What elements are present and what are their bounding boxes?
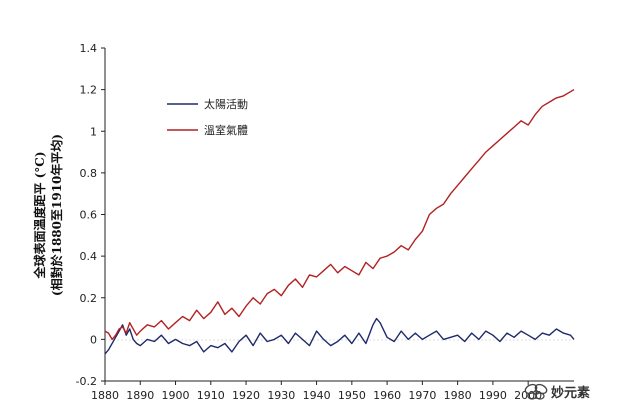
series-layer [104,88,575,355]
plot-area [104,48,574,382]
watermark-text: 妙元素 [551,385,590,401]
y-tick-label: -0.2 [76,375,97,388]
x-tick-label: 1930 [267,389,295,402]
y-tick-label: 1.2 [80,84,98,97]
y-axis-title-line1: 全球表面溫度距平 (°C) [32,151,47,279]
y-tick-label: 0.4 [80,250,98,263]
legend: 太陽活動 溫室氣體 [167,97,248,137]
y-axis-title-line2: (相對於1880至1910年平均) [49,134,64,296]
watermark: 妙元素 [524,383,590,401]
x-tick-label: 1950 [338,389,366,402]
x-tick-label: 1910 [197,389,225,402]
y-tick-label: 1.4 [80,42,98,55]
x-tick-label: 1940 [303,389,331,402]
series-line-ghg [104,88,575,341]
x-tick-label: 1970 [408,389,436,402]
y-tick-label: 0.6 [80,209,98,222]
x-tick-label: 1990 [479,389,507,402]
y-axis-title: 全球表面溫度距平 (°C) (相對於1880至1910年平均) [32,134,64,296]
x-tick-label: 1980 [444,389,472,402]
ticks-layer: -0.2 0 0.2 0.4 0.6 0.8 1 1.2 1.4 1880 1890 1900 1910… [76,42,543,402]
series-line-solar [104,317,575,355]
x-tick-label: 1890 [126,389,154,402]
x-tick-label: 1900 [162,389,190,402]
x-tick-label: 1960 [373,389,401,402]
butterfly-icon [524,383,548,400]
y-tick-label: 0.8 [80,167,98,180]
y-tick-label: 0.2 [80,292,98,305]
y-tick-label: 0 [90,333,97,346]
y-tick-label: 1 [90,125,97,138]
x-tick-label: 1920 [232,389,260,402]
x-tick-label: 1880 [91,389,119,402]
legend-label-solar: 太陽活動 [204,97,248,111]
legend-label-ghg: 溫室氣體 [204,123,248,137]
